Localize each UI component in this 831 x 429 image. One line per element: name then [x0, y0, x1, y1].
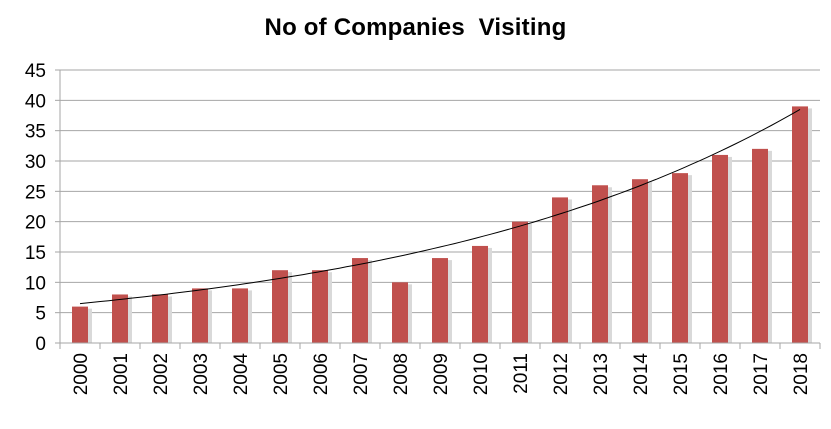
- y-tick-label: 45: [25, 61, 46, 82]
- x-tick-label: 2018: [791, 353, 812, 395]
- trendline: [79, 108, 801, 305]
- x-tick-label: 2009: [431, 353, 452, 395]
- x-tick-label: 2008: [391, 353, 412, 395]
- chart-title: No of Companies Visiting: [264, 14, 567, 41]
- y-tick-label: 25: [25, 182, 46, 203]
- bar: [312, 270, 328, 343]
- bar: [632, 179, 648, 343]
- x-tick-label: 2014: [631, 353, 652, 396]
- bar: [272, 270, 288, 343]
- bar: [472, 245, 488, 343]
- bar: [752, 148, 768, 343]
- bar: [232, 288, 248, 343]
- x-tick-label: 2004: [231, 353, 252, 396]
- x-tick-label: 2000: [71, 353, 92, 395]
- x-axis-ticks: 2000 2001 2002 2003 2004 2005 2006 2007 2008 2009…: [71, 353, 812, 396]
- bar: [672, 173, 688, 343]
- bar: [512, 221, 528, 343]
- y-tick-label: 5: [35, 304, 46, 325]
- x-tick-label: 2001: [111, 353, 132, 395]
- x-tick-label: 2012: [551, 353, 572, 395]
- y-tick-label: 30: [25, 152, 46, 173]
- axes: [59, 70, 821, 349]
- x-tick-label: 2005: [271, 353, 292, 395]
- x-tick-label: 2013: [591, 353, 612, 395]
- y-tick-label: 20: [25, 213, 46, 234]
- bar: [592, 185, 608, 343]
- trendline-group: [79, 108, 801, 305]
- y-tick-label: 35: [25, 122, 46, 143]
- x-tick-label: 2010: [471, 353, 492, 395]
- bar: [712, 154, 728, 343]
- bar: [112, 294, 128, 343]
- y-tick-label: 10: [25, 273, 46, 294]
- x-tick-label: 2011: [511, 353, 532, 394]
- bar: [432, 258, 448, 343]
- x-tick-label: 2016: [711, 353, 732, 395]
- x-tick-label: 2002: [151, 353, 172, 395]
- y-axis-ticks: 0 5 10 15 20 25 30 35 40 45: [25, 61, 46, 355]
- bar: [352, 258, 368, 343]
- bar: [552, 197, 568, 343]
- x-tick-label: 2017: [751, 353, 772, 395]
- bar: [192, 288, 208, 343]
- bar: [792, 106, 808, 344]
- bar: [392, 282, 408, 343]
- y-tick-label: 0: [35, 334, 46, 355]
- bar: [72, 306, 88, 343]
- x-tick-label: 2015: [671, 353, 692, 395]
- bar: [152, 294, 168, 343]
- x-tick-label: 2006: [311, 353, 332, 395]
- bars: [72, 106, 812, 344]
- x-tick-label: 2007: [351, 353, 372, 395]
- y-tick-label: 40: [25, 91, 46, 112]
- y-tick-label: 15: [25, 243, 46, 264]
- x-tick-label: 2003: [191, 353, 212, 395]
